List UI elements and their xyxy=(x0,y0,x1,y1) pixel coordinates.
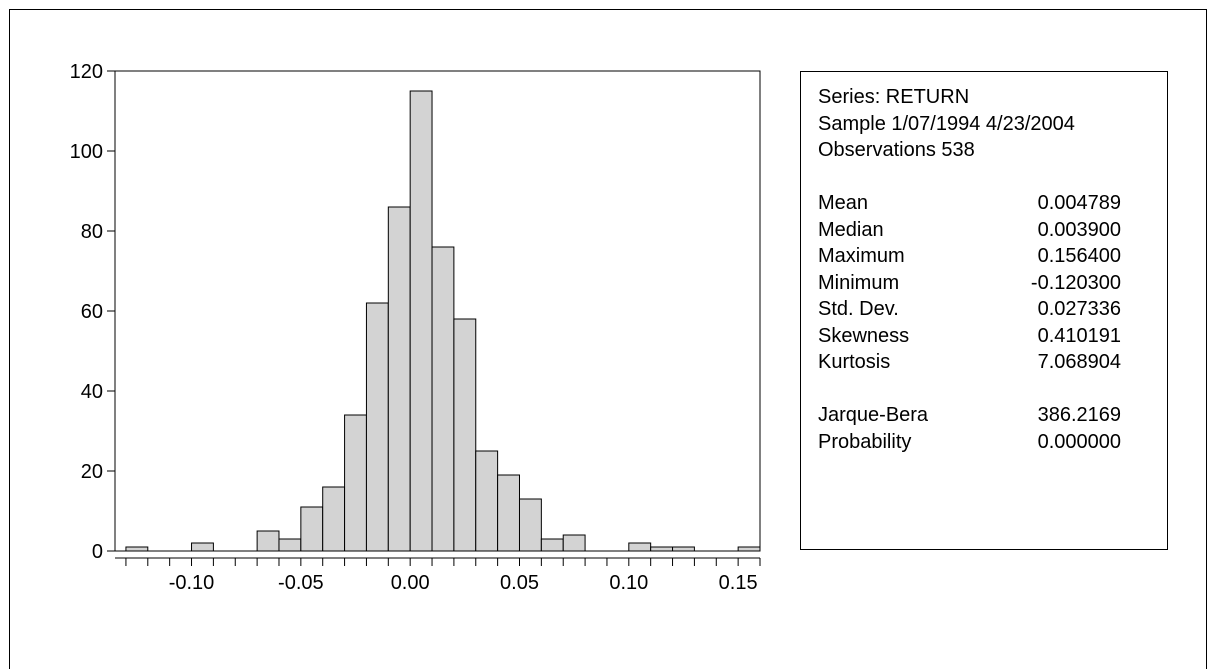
y-tick-label: 100 xyxy=(70,141,103,163)
stat-value: 0.410191 xyxy=(1037,324,1121,347)
stat-row: Minimum -0.120300 xyxy=(818,270,1167,297)
stat-label: Kurtosis xyxy=(818,351,891,373)
x-axis: -0.10 -0.05 0.00 0.05 0.10 0.15 xyxy=(115,557,761,594)
observations-count: Observations 538 xyxy=(818,139,975,161)
x-tick-label: 0.00 xyxy=(391,572,430,594)
y-tick-label: 0 xyxy=(92,541,103,563)
histogram-bars xyxy=(125,90,761,552)
stat-value: 7.068904 xyxy=(1037,351,1121,373)
histogram-bar xyxy=(431,246,455,552)
x-tick-label: -0.05 xyxy=(278,572,324,594)
stat-row: Mean 0.004789 xyxy=(818,190,1167,217)
normality-test: Jarque-Bera 386.2169 Probability 0.000000 xyxy=(818,402,1167,455)
stat-label: Maximum xyxy=(818,245,905,267)
stat-row: Jarque-Bera 386.2169 xyxy=(818,402,1167,429)
stat-row: Maximum 0.156400 xyxy=(818,243,1167,270)
stat-row: Probability 0.000000 xyxy=(818,429,1167,456)
histogram-bar xyxy=(278,538,302,552)
histogram-bar xyxy=(256,530,280,552)
histogram-bar xyxy=(322,486,346,552)
series-name: Series: RETURN xyxy=(818,86,970,108)
x-tick-label: 0.05 xyxy=(500,572,539,594)
histogram-bar xyxy=(125,546,149,552)
histogram-bar xyxy=(453,318,477,552)
stat-label: Jarque-Bera xyxy=(818,404,929,426)
histogram-bar xyxy=(497,474,520,552)
histogram-bar xyxy=(672,546,695,552)
histogram-bar xyxy=(562,534,586,552)
stat-row: Std. Dev. 0.027336 xyxy=(818,296,1167,323)
stat-value: 0.156400 xyxy=(1037,245,1121,267)
statistics-box: Series: RETURN Sample 1/07/1994 4/23/200… xyxy=(800,71,1168,550)
y-axis: 0 20 40 60 80 100 120 xyxy=(70,61,115,563)
histogram-bar xyxy=(737,546,761,552)
histogram-bar xyxy=(409,90,433,552)
figure-frame xyxy=(9,9,1207,669)
stat-label: Std. Dev. xyxy=(818,298,899,320)
histogram-bar xyxy=(518,498,542,552)
x-tick-label: 0.10 xyxy=(609,572,648,594)
histogram-bar xyxy=(191,542,214,552)
histogram-bar xyxy=(300,506,324,552)
stat-value: 386.2169 xyxy=(1037,404,1121,426)
stat-label: Probability xyxy=(818,430,912,453)
histogram-bar xyxy=(387,206,411,552)
stat-value: 0.000000 xyxy=(1037,430,1121,453)
stat-label: Mean xyxy=(818,192,869,214)
stat-value: 0.004789 xyxy=(1037,192,1121,214)
y-tick-label: 80 xyxy=(81,221,103,243)
stat-row: Kurtosis 7.068904 xyxy=(818,349,1167,376)
spacer xyxy=(818,376,1167,403)
spacer xyxy=(818,164,1167,191)
histogram-bar xyxy=(365,302,389,552)
descriptive-stats: Mean 0.004789 Median 0.003900 Maximum 0.15640… xyxy=(818,190,1167,376)
y-tick-label: 60 xyxy=(81,301,103,323)
sample-range: Sample 1/07/1994 4/23/2004 xyxy=(818,112,1075,135)
stat-row: Median 0.003900 xyxy=(818,217,1167,244)
x-tick-label: 0.15 xyxy=(719,572,758,594)
histogram-bar xyxy=(540,538,564,552)
stat-value: -0.120300 xyxy=(1030,271,1121,294)
y-tick-label: 20 xyxy=(81,461,103,483)
histogram-bar xyxy=(475,450,499,552)
stat-row: Skewness 0.410191 xyxy=(818,323,1167,350)
stat-label: Minimum xyxy=(818,271,900,294)
stat-label: Median xyxy=(818,218,884,241)
histogram-bar xyxy=(628,542,652,552)
y-tick-label: 120 xyxy=(70,61,103,83)
stat-value: 0.027336 xyxy=(1037,298,1121,320)
stat-value: 0.003900 xyxy=(1037,218,1121,241)
x-tick-label: -0.10 xyxy=(169,572,215,594)
y-tick-label: 40 xyxy=(81,381,103,403)
histogram-bar xyxy=(650,546,674,552)
histogram-bar xyxy=(344,414,367,552)
stat-label: Skewness xyxy=(818,324,910,347)
